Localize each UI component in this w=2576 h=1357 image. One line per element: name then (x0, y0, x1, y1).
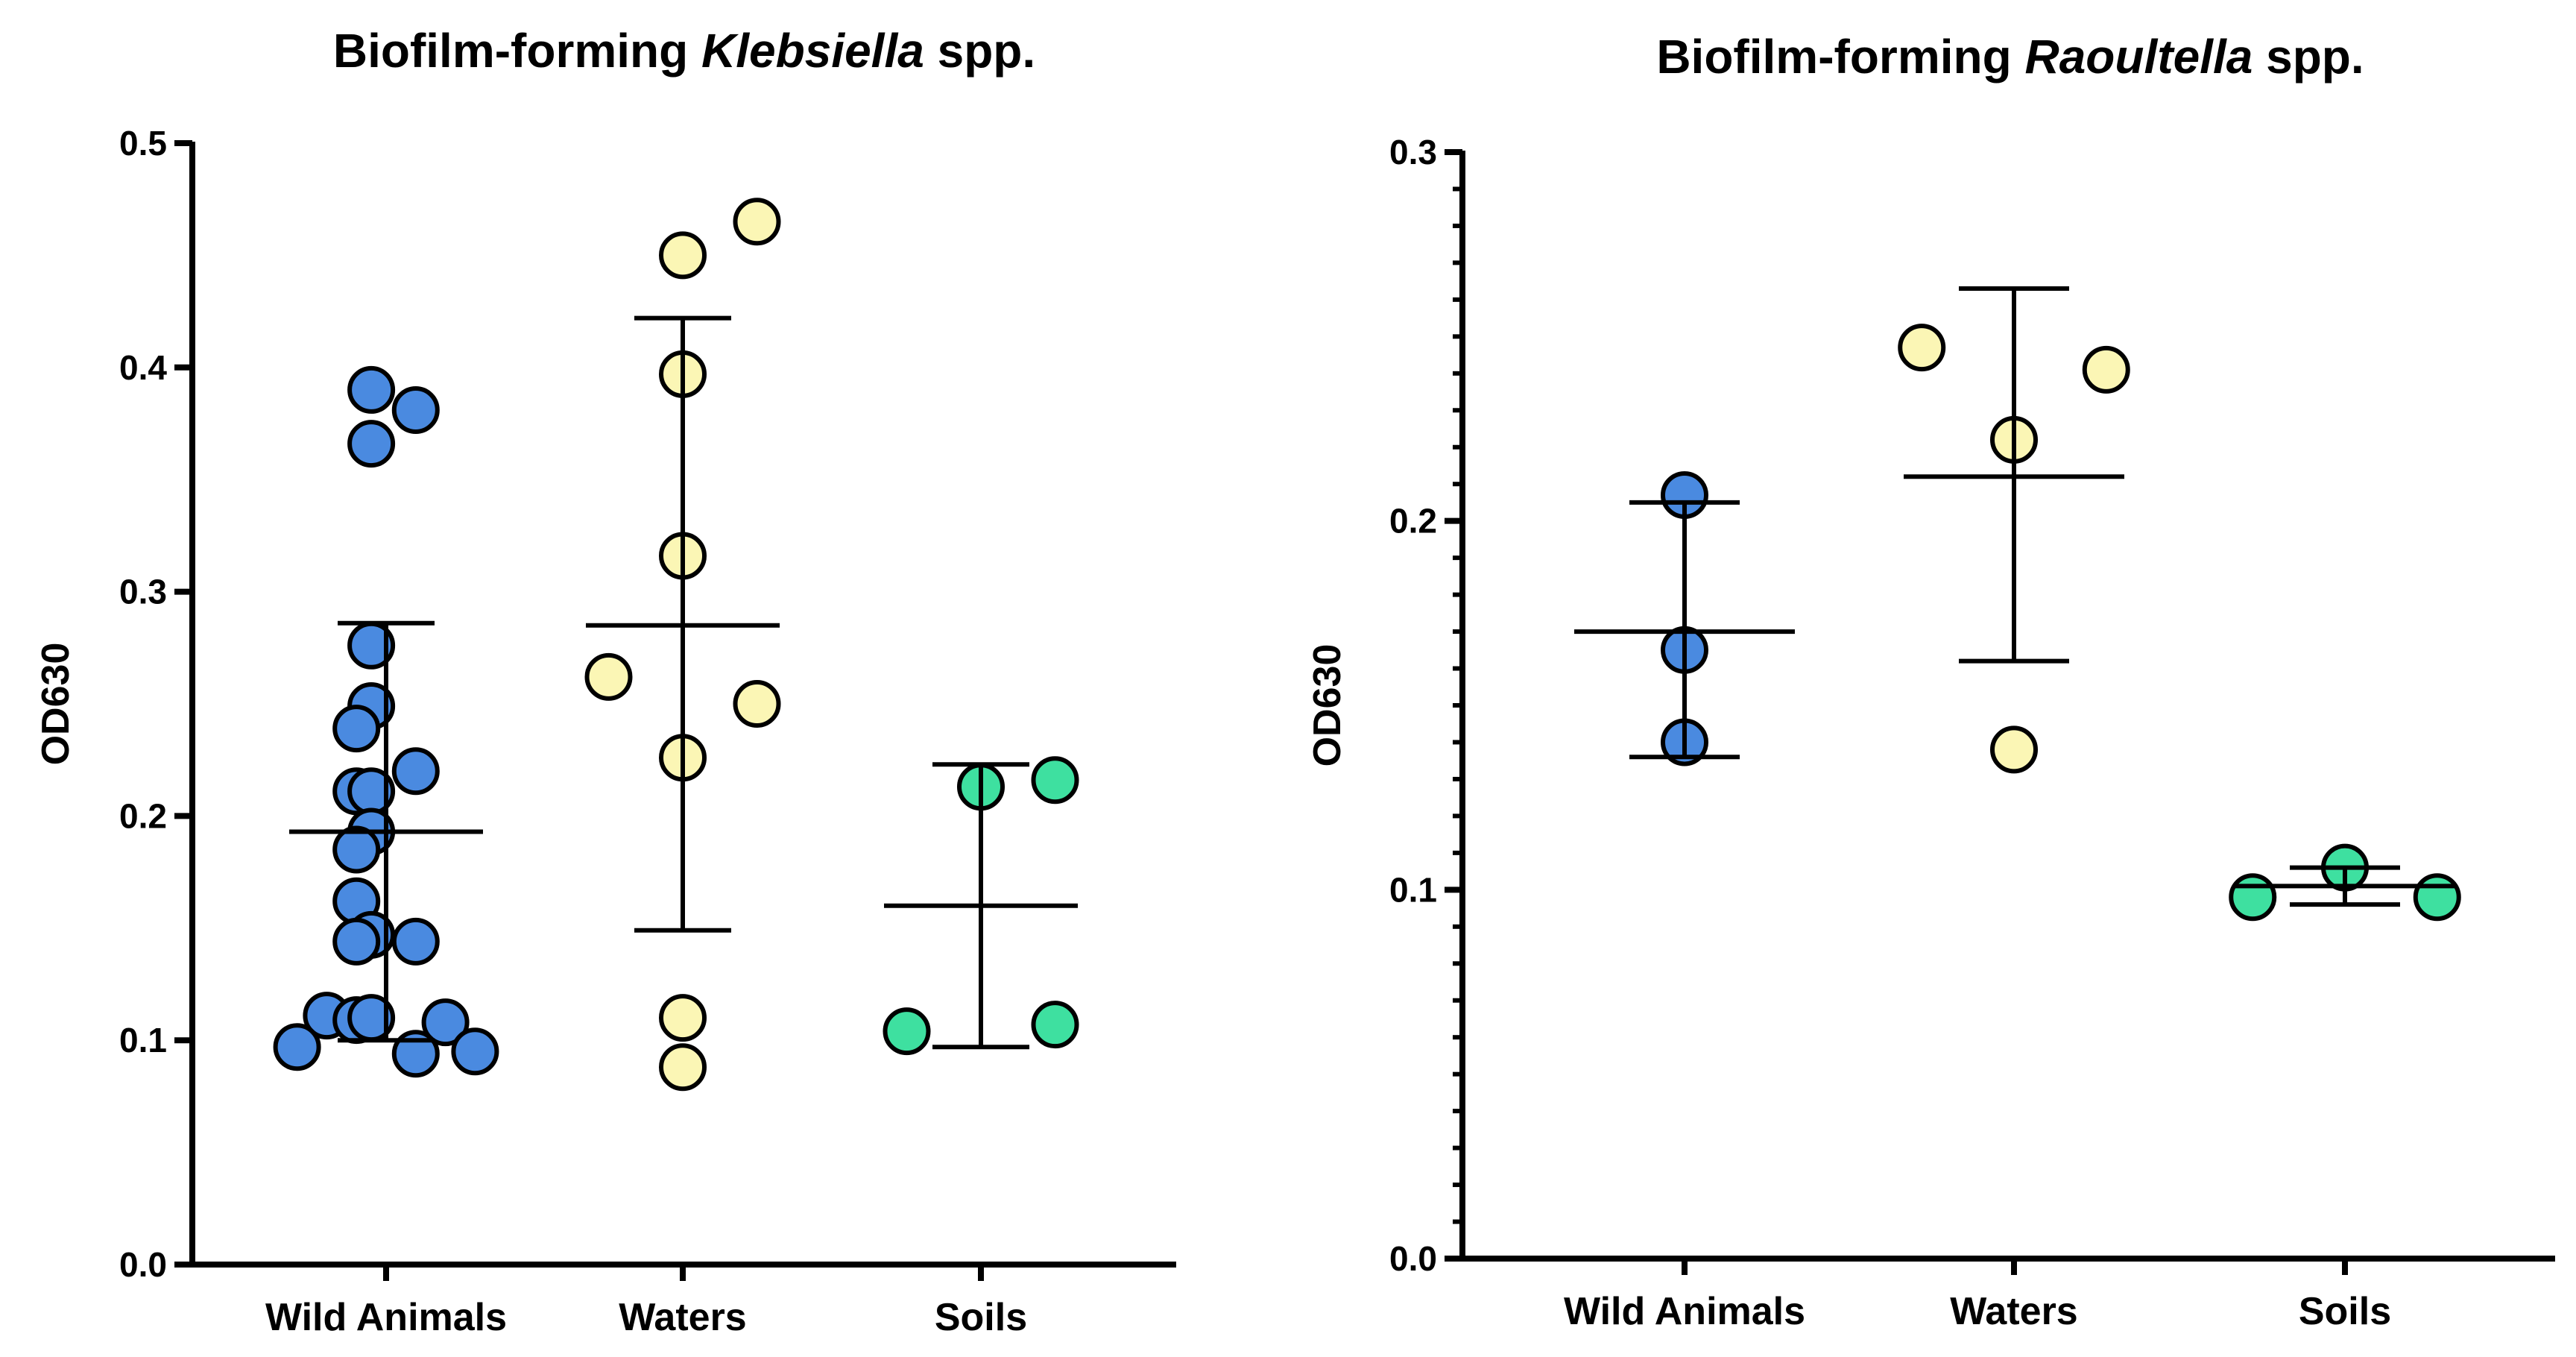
data-point (347, 420, 396, 468)
data-point (273, 1023, 321, 1071)
data-point (2413, 873, 2461, 922)
y-tick-label: 0.0 (1389, 1239, 1437, 1278)
data-point (1031, 756, 1079, 805)
x-tick-label: Soils (935, 1296, 1027, 1339)
x-tick-label: Waters (1950, 1290, 2077, 1333)
y-tick-label: 0.1 (1389, 870, 1437, 909)
y-tick-label: 0.1 (119, 1021, 167, 1060)
x-tick-label: Waters (619, 1296, 746, 1339)
data-point (391, 385, 440, 434)
data-point (1031, 1001, 1079, 1049)
y-tick-label: 0.4 (119, 348, 167, 387)
data-point (1898, 324, 1946, 372)
data-point (733, 680, 781, 728)
chart-title: Biofilm-forming Klebsiella spp. (333, 24, 1035, 78)
y-tick-label: 0.2 (119, 796, 167, 835)
y-axis-title: OD630 (34, 643, 78, 766)
group-soils (2229, 843, 2461, 922)
group-waters (1898, 286, 2130, 774)
data-point (659, 231, 707, 280)
data-point (332, 705, 381, 753)
y-tick-label: 0.0 (119, 1245, 167, 1284)
data-point (332, 917, 381, 966)
data-point (659, 994, 707, 1042)
x-tick-label: Soils (2299, 1290, 2391, 1333)
data-point (2229, 873, 2277, 922)
data-point (391, 747, 440, 796)
chart-title-prefix: Biofilm-forming (333, 24, 701, 78)
chart-title-suffix: spp. (2253, 30, 2364, 84)
data-point (391, 917, 440, 966)
data-point (883, 1007, 931, 1056)
data-point (584, 652, 633, 701)
x-tick-label: Wild Animals (265, 1296, 507, 1339)
data-point (451, 1027, 499, 1076)
y-tick-label: 0.3 (119, 573, 167, 611)
group-soils (883, 756, 1079, 1056)
data-point (733, 198, 781, 246)
y-tick-label: 0.5 (119, 124, 167, 163)
chart-title-suffix: spp. (924, 24, 1035, 78)
group-wild-animals (273, 365, 499, 1078)
y-tick-label: 0.2 (1389, 502, 1437, 541)
data-point (1990, 725, 2038, 774)
y-axis-title: OD630 (1306, 644, 1349, 767)
chart-title-prefix: Biofilm-forming (1656, 30, 2024, 84)
chart-title-genus: Klebsiella (701, 24, 924, 78)
group-wild-animals (1574, 471, 1795, 766)
x-tick-label: Wild Animals (1564, 1290, 1805, 1333)
chart-title: Biofilm-forming Raoultella spp. (1656, 30, 2364, 84)
data-point (2082, 345, 2130, 394)
data-point (421, 998, 470, 1047)
chart-title-genus: Raoultella (2024, 30, 2253, 84)
group-waters (584, 198, 781, 1092)
data-point (659, 1043, 707, 1092)
chart-panel-2: Biofilm-forming Raoultella spp. OD630 0.0 0… (1306, 30, 2555, 1333)
y-tick-label: 0.3 (1389, 133, 1437, 171)
data-point (391, 1030, 440, 1078)
data-point (332, 825, 381, 874)
data-point (347, 365, 396, 414)
chart-panel-1: Biofilm-forming Klebsiella spp. OD630 0.0 0… (34, 24, 1176, 1339)
